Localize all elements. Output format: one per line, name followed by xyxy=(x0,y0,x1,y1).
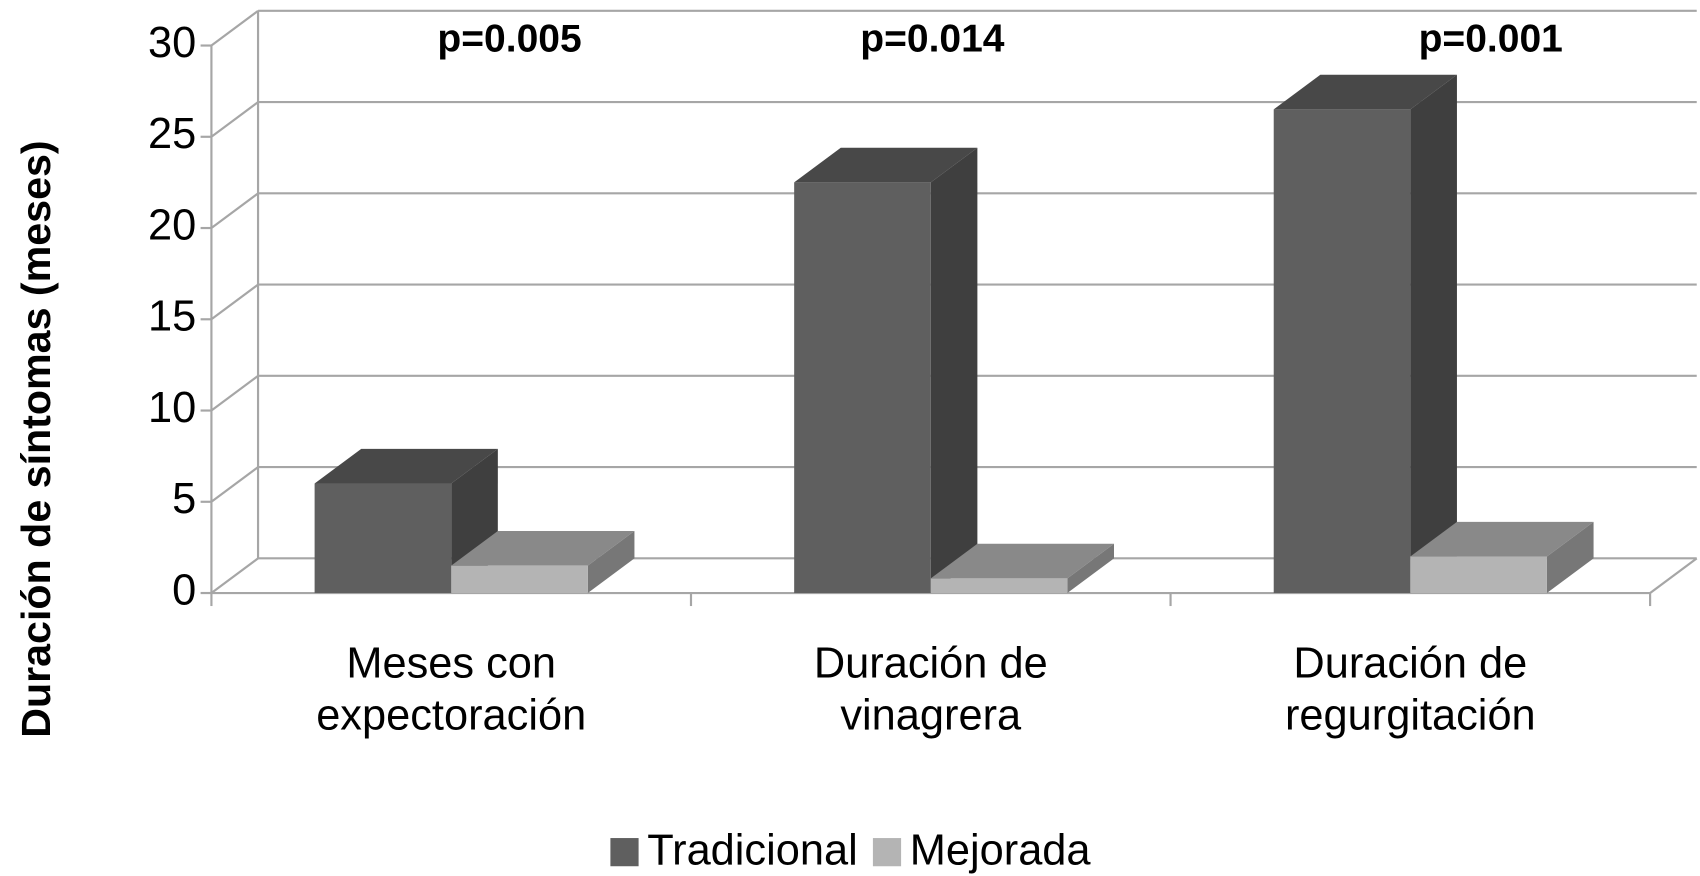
bar-top xyxy=(1410,521,1594,557)
grid-line xyxy=(210,192,259,229)
annotation: p=0.005 xyxy=(437,18,581,61)
grid-line xyxy=(210,466,259,503)
x-tick-label: Duración de regurgitación xyxy=(1284,639,1536,740)
y-tick-label: 10 xyxy=(148,384,196,432)
bar-top xyxy=(794,147,978,183)
x-tick-label: Duración de vinagrera xyxy=(813,639,1048,740)
annotation: p=0.014 xyxy=(860,18,1005,61)
bar-top xyxy=(314,448,498,484)
bar-top xyxy=(930,543,1114,579)
y-axis-label: Duración de síntomas (meses) xyxy=(13,140,59,737)
grid-line xyxy=(210,374,259,412)
y-tick-label: 0 xyxy=(172,566,196,614)
legend-label: Mejorada xyxy=(910,827,1092,875)
y-tick-label: 25 xyxy=(148,110,196,158)
grid-line xyxy=(210,283,259,321)
floor-edge xyxy=(1649,557,1698,594)
x-tick-label-box: Meses con expectoración xyxy=(316,639,587,740)
bar xyxy=(451,565,588,594)
legend-swatch xyxy=(610,838,639,867)
bar-side xyxy=(587,530,635,594)
y-tick-label: 30 xyxy=(148,19,196,67)
bar xyxy=(794,182,931,594)
annotation: p=0.001 xyxy=(1419,18,1563,61)
bar-side xyxy=(1410,74,1457,594)
y-tick-label: 20 xyxy=(148,201,196,249)
grid-line xyxy=(210,9,259,47)
x-tick-label: Meses con expectoración xyxy=(316,639,587,740)
y-tick-label: 5 xyxy=(172,475,196,523)
x-tick-label-box: Duración de regurgitación xyxy=(1284,639,1536,740)
legend-swatch xyxy=(872,838,902,867)
bar-top xyxy=(451,530,635,566)
bar-top xyxy=(1273,74,1457,110)
bar-side xyxy=(930,147,978,594)
bar xyxy=(314,483,452,594)
y-tick-label: 15 xyxy=(148,293,196,341)
bar-side xyxy=(1546,521,1594,594)
bar xyxy=(1410,556,1547,594)
grid-line xyxy=(210,557,259,594)
bar-side xyxy=(1067,543,1114,594)
bar xyxy=(1273,109,1411,594)
bar xyxy=(930,578,1068,594)
grid-line xyxy=(210,101,259,138)
legend-label: Tradicional xyxy=(647,827,857,875)
x-tick-label-box: Duración de vinagrera xyxy=(813,639,1048,740)
